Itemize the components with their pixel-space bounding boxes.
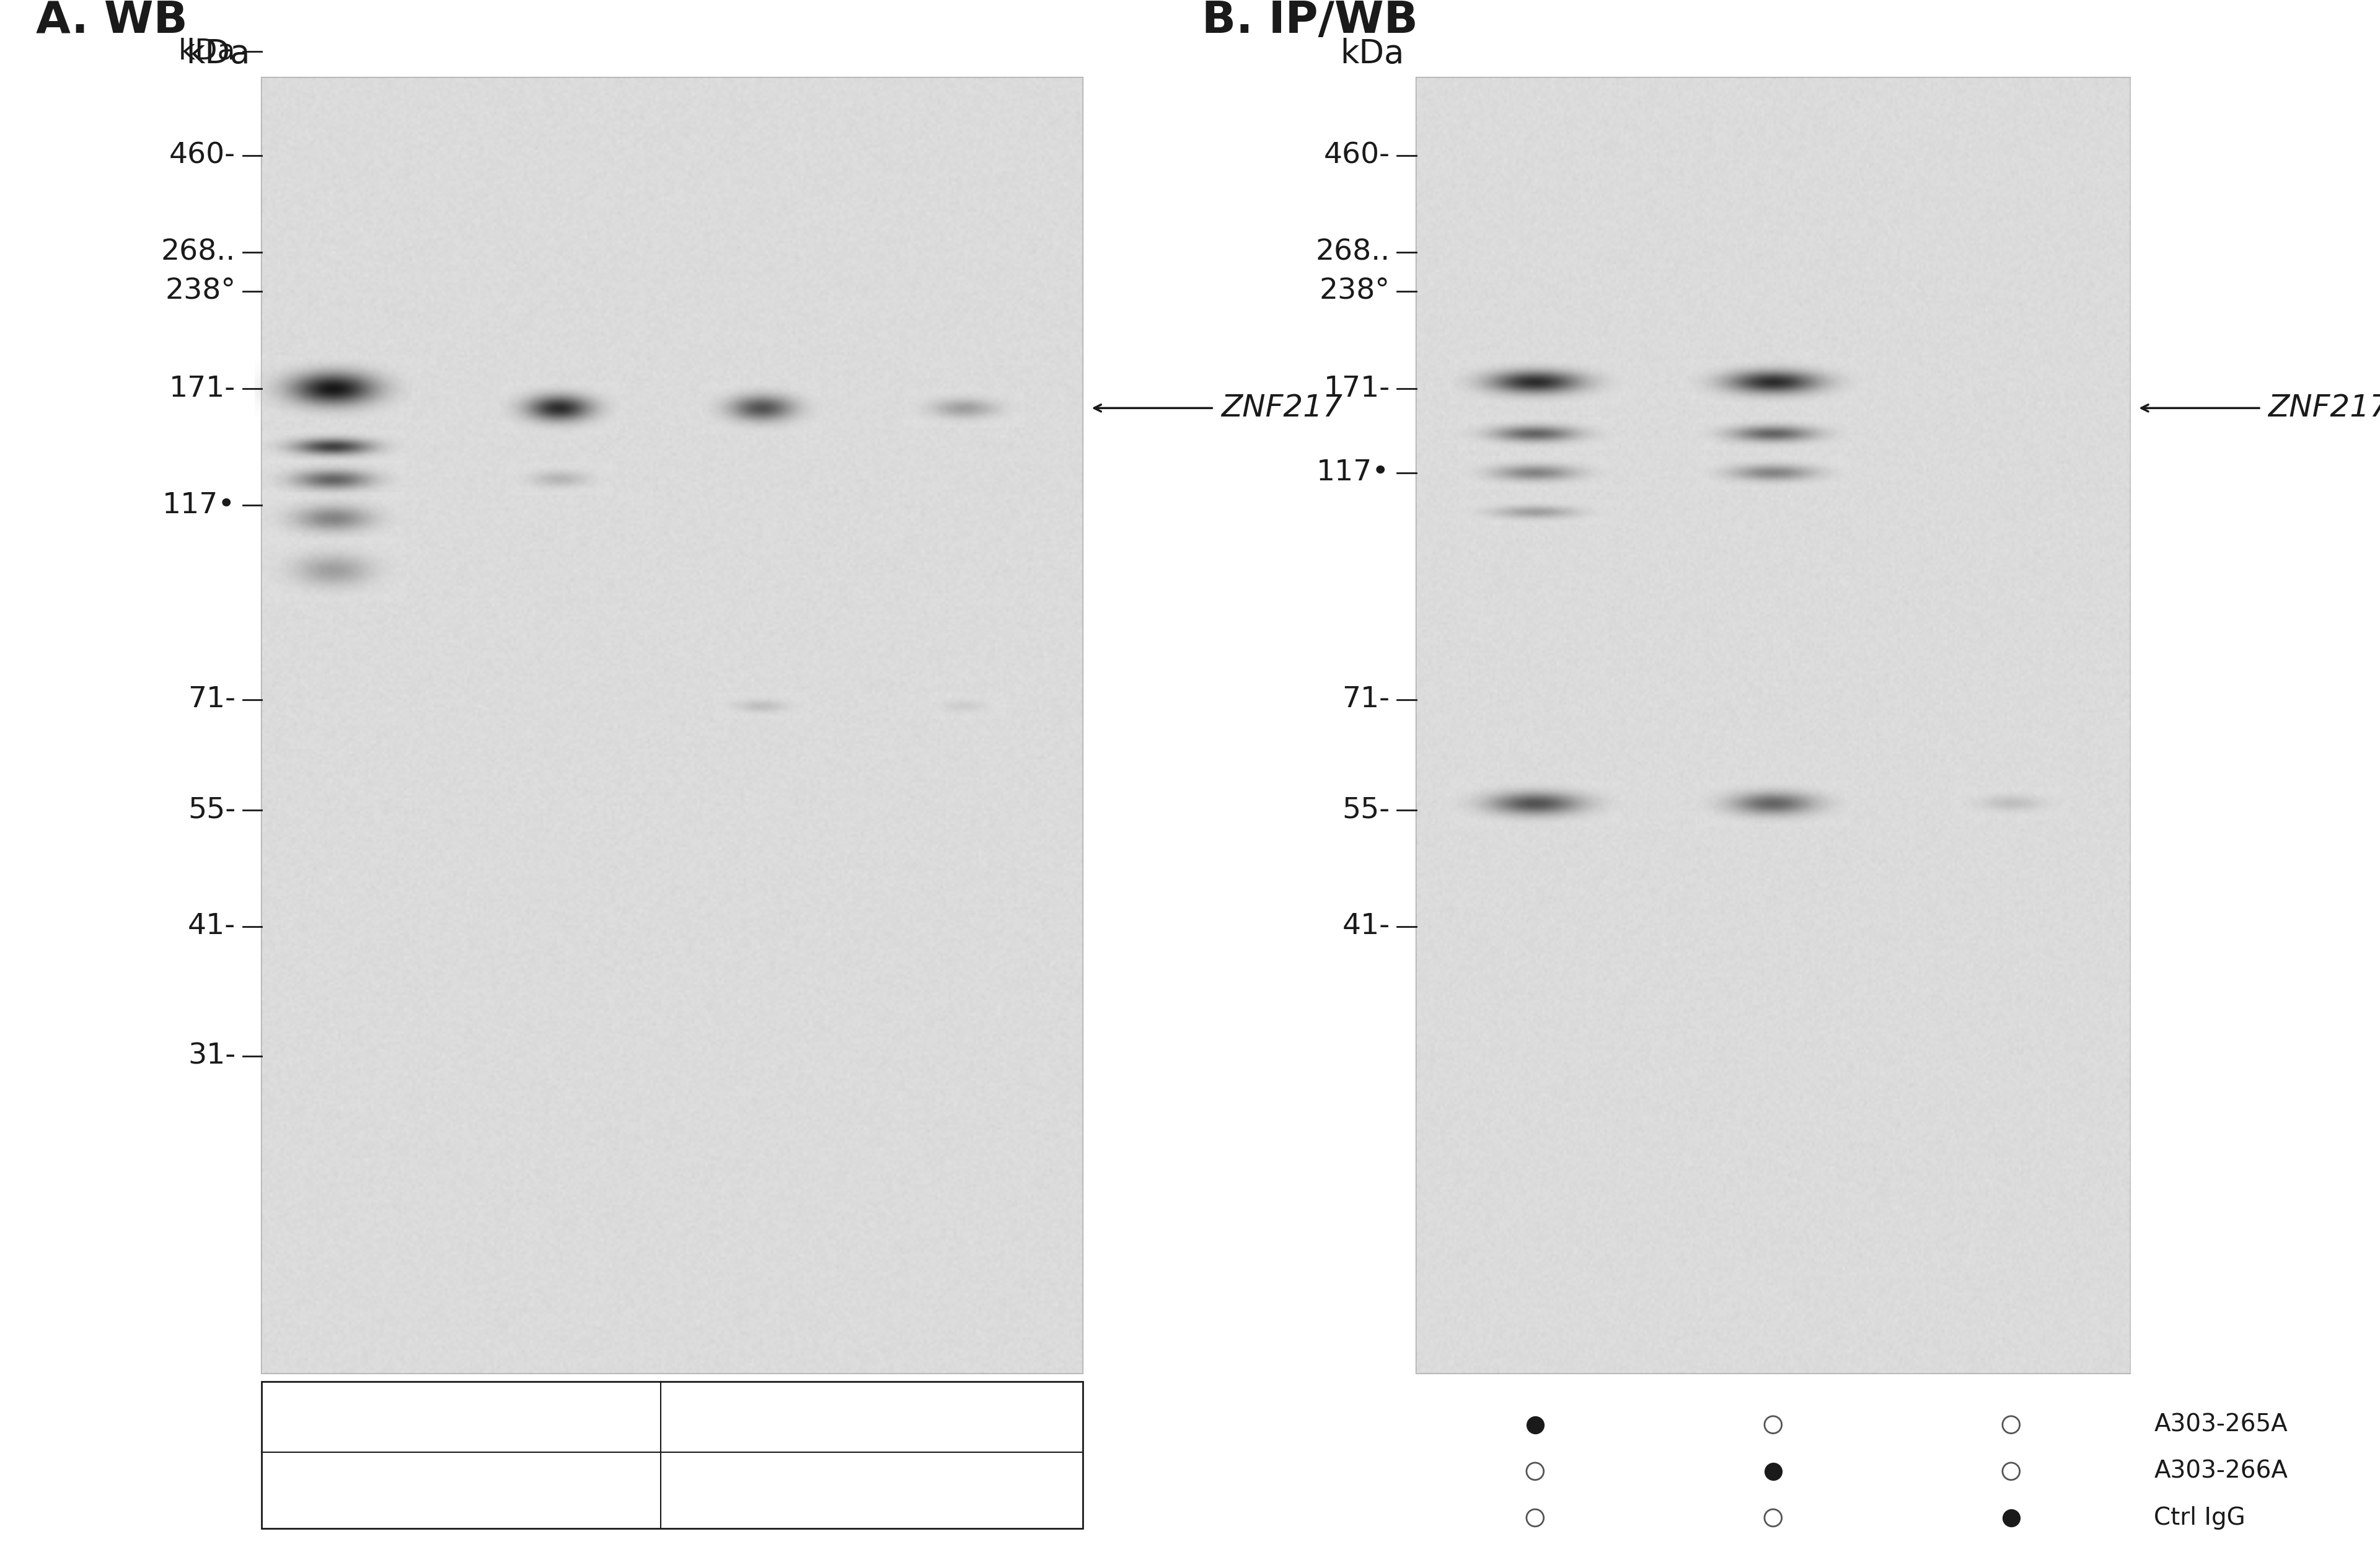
Text: ZNF217: ZNF217	[1221, 393, 1342, 424]
Text: kDa: kDa	[186, 37, 250, 70]
Text: 31-: 31-	[188, 1041, 236, 1069]
Text: Ctrl IgG: Ctrl IgG	[2154, 1505, 2244, 1530]
Bar	[262, 78, 1083, 1374]
Text: 238°: 238°	[1319, 278, 1390, 306]
Point	[1754, 1412, 1792, 1437]
Text: 41-: 41-	[188, 913, 236, 941]
Text: H: H	[971, 1482, 992, 1510]
Text: 171-: 171-	[169, 374, 236, 402]
Text: 15: 15	[540, 1401, 578, 1429]
Point	[1516, 1412, 1554, 1437]
Point	[1516, 1505, 1554, 1530]
Text: 50: 50	[314, 1401, 352, 1429]
Text: 117•: 117•	[162, 492, 236, 520]
Text: 268..: 268..	[1316, 239, 1390, 267]
Text: 460-: 460-	[169, 141, 236, 169]
Text: kDa: kDa	[178, 37, 236, 65]
Text: 238°: 238°	[164, 278, 236, 306]
Point	[1516, 1459, 1554, 1484]
Point	[1754, 1459, 1792, 1484]
Text: 55-: 55-	[1342, 796, 1390, 824]
Text: B. IP/WB: B. IP/WB	[1202, 0, 1418, 42]
Text: Jurkat: Jurkat	[409, 1482, 495, 1510]
Text: 41-: 41-	[1342, 913, 1390, 941]
Text: 71-: 71-	[188, 686, 236, 714]
Point	[1992, 1505, 2030, 1530]
Text: 117•: 117•	[1316, 459, 1390, 487]
Text: 55-: 55-	[188, 796, 236, 824]
Point	[1992, 1412, 2030, 1437]
Text: T: T	[771, 1482, 788, 1510]
Text: 50: 50	[945, 1401, 983, 1429]
Text: ZNF217: ZNF217	[2268, 393, 2380, 424]
Text: 268..: 268..	[162, 239, 236, 267]
Text: A. WB: A. WB	[36, 0, 188, 42]
Point	[1992, 1459, 2030, 1484]
Bar	[1416, 78, 2130, 1374]
Text: 460-: 460-	[1323, 141, 1390, 169]
Text: kDa: kDa	[1340, 37, 1404, 70]
Text: A303-266A: A303-266A	[2154, 1459, 2287, 1484]
Text: 71-: 71-	[1342, 686, 1390, 714]
Point	[1754, 1505, 1792, 1530]
Text: 50: 50	[743, 1401, 781, 1429]
Text: 171-: 171-	[1323, 374, 1390, 402]
Bar	[262, 1381, 1083, 1529]
Text: A303-265A: A303-265A	[2154, 1412, 2287, 1437]
